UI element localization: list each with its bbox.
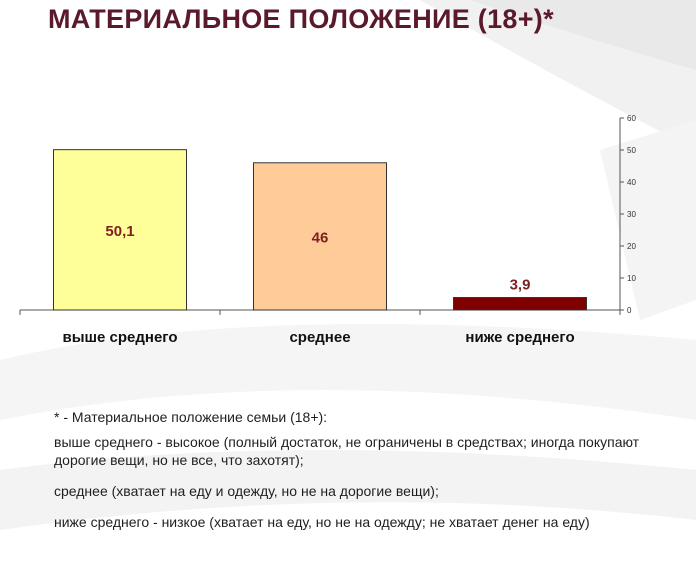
- footnote-above-average: выше среднего - высокое (полный достаток…: [54, 434, 640, 468]
- y-tick-label: 60: [627, 114, 636, 123]
- y-tick-label: 30: [627, 210, 636, 219]
- bar-chart: 0 10 20 30 40 50 60 50,1 выше среднего 46 среднее 3…: [19, 114, 636, 346]
- y-tick-label: 20: [627, 242, 636, 251]
- page-title: МАТЕРИАЛЬНОЕ ПОЛОЖЕНИЕ (18+)*: [48, 4, 554, 34]
- bar: [53, 149, 187, 311]
- bar-value-label: 46: [312, 229, 329, 246]
- footnote-heading: * - Материальное положение семьи (18+):: [54, 409, 328, 425]
- y-tick-label: 0: [627, 306, 632, 315]
- y-tick-label: 40: [627, 178, 636, 187]
- footnote-below-average: ниже среднего - низкое (хватает на еду, …: [54, 514, 590, 530]
- y-tick-label: 50: [627, 146, 636, 155]
- bar-value-label: 3,9: [510, 277, 531, 294]
- footnote: * - Материальное положение семьи (18+): …: [54, 408, 679, 544]
- bar: [253, 162, 387, 311]
- bar-value-label: 50,1: [105, 223, 134, 240]
- footnote-average: среднее (хватает на еду и одежду, но не …: [54, 483, 439, 499]
- y-tick-label: 10: [627, 274, 636, 283]
- bar: [453, 297, 587, 311]
- category-label: среднее: [289, 329, 350, 346]
- category-label: выше среднего: [62, 329, 177, 346]
- category-label: ниже среднего: [465, 329, 574, 346]
